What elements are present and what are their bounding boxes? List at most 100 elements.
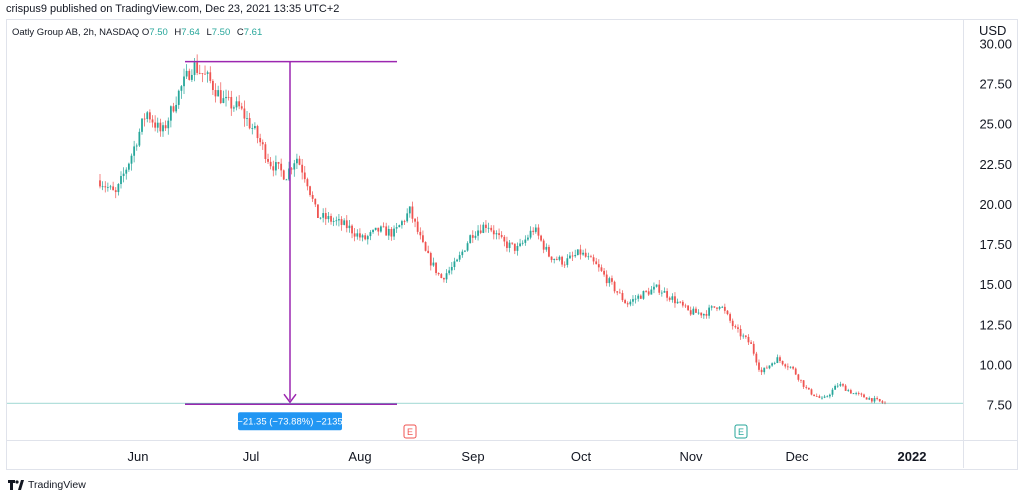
candle-body — [713, 306, 716, 308]
candle-body — [582, 252, 584, 255]
candle-body — [490, 227, 493, 231]
candle-body — [495, 233, 498, 235]
candle-body — [293, 163, 296, 170]
candle-body — [403, 221, 406, 222]
candle-body — [154, 122, 157, 128]
candle-body — [309, 186, 311, 195]
currency-label[interactable]: USD — [976, 23, 1010, 38]
legend-high-label: H — [174, 27, 182, 38]
candle-body — [366, 236, 369, 240]
candle-body — [406, 213, 409, 222]
candle-body — [849, 390, 852, 394]
earnings-marker — [734, 424, 748, 439]
candle-body — [175, 104, 178, 112]
candle-body — [311, 194, 314, 199]
candle-body — [548, 246, 550, 257]
candle-body — [513, 243, 516, 251]
candle-body — [303, 172, 306, 180]
candle-body — [356, 233, 359, 237]
candle-body — [558, 256, 561, 260]
candle-body — [503, 236, 506, 242]
candle-body — [794, 368, 797, 375]
candle-body — [865, 397, 868, 400]
candle-body — [653, 286, 655, 290]
candle-body — [553, 258, 556, 260]
candle-body — [542, 240, 545, 250]
candle-body — [873, 398, 876, 402]
candle-body — [211, 80, 214, 90]
candle-body — [188, 70, 191, 80]
candle-body — [440, 274, 443, 278]
candle-body — [639, 295, 642, 299]
measure-arrow-icon — [283, 393, 297, 404]
candle-body — [246, 118, 248, 119]
y-tick-label: 10.00 — [979, 357, 1012, 372]
candle-body — [120, 176, 122, 185]
candle-body — [498, 233, 500, 236]
legend-open-value: 7.50 — [149, 27, 168, 38]
x-tick-label: Nov — [679, 449, 703, 464]
candle-body — [613, 281, 616, 292]
candle-body — [393, 228, 395, 237]
earnings-marker-label: E — [738, 427, 744, 437]
candle-body — [779, 357, 781, 361]
legend-open-label: O — [141, 27, 150, 38]
candle-body — [839, 384, 842, 386]
measure-label: −21.35 (−73.88%) −2135 — [237, 417, 342, 428]
candle-body — [193, 62, 196, 75]
y-tick-label: 7.50 — [987, 398, 1012, 413]
candle-body — [855, 393, 858, 394]
candle-body — [655, 284, 658, 287]
candle-body — [821, 397, 823, 399]
earnings-marker-label: E — [407, 427, 413, 437]
candle-body — [608, 278, 611, 284]
candle-body — [637, 295, 640, 299]
candle-body — [681, 301, 684, 306]
candle-body — [744, 335, 747, 337]
candle-body — [306, 179, 309, 187]
candle-body — [340, 219, 343, 225]
candle-body — [148, 112, 151, 120]
candle-body — [511, 242, 514, 244]
chart-frame — [6, 19, 1018, 470]
candle-body — [125, 169, 128, 174]
price-axis-layer: 30.00 27.50 25.00 22.50 20.00 17.50 15.00 12.50… — [7, 37, 1012, 413]
candle-body — [666, 291, 668, 298]
candle-body — [385, 226, 388, 236]
candle-body — [112, 186, 115, 191]
candle-body — [534, 227, 537, 232]
candle-body — [668, 297, 671, 300]
candle-body — [172, 106, 175, 112]
candle-body — [217, 90, 220, 97]
candle-body — [106, 187, 109, 189]
candle-body — [831, 389, 834, 395]
candle-body — [492, 230, 495, 235]
candle-body — [584, 252, 587, 257]
candle-body — [177, 90, 180, 105]
candle-body — [781, 360, 784, 365]
candle-body — [101, 186, 104, 188]
candle-body — [807, 387, 810, 390]
ohlc-legend: Oatly Group AB, 2h, NASDAQ O7.50 H7.64 L… — [12, 27, 266, 38]
candle-body — [500, 235, 503, 237]
candle-body — [852, 393, 855, 395]
candle-body — [253, 126, 256, 129]
candle-body — [264, 144, 267, 160]
candle-body — [718, 306, 721, 309]
candle-body — [521, 242, 524, 244]
candle-body — [458, 255, 461, 260]
candle-body — [569, 255, 571, 259]
x-tick-label: 2022 — [898, 449, 927, 464]
candle-body — [450, 267, 453, 271]
candle-body — [222, 98, 225, 103]
candle-body — [432, 262, 435, 266]
candle-body — [345, 220, 348, 229]
candle-body — [660, 292, 663, 294]
candle-body — [330, 216, 332, 222]
candle-body — [574, 254, 577, 257]
candle-body — [435, 262, 437, 273]
candle-body — [261, 142, 264, 145]
legend-high-value: 7.64 — [181, 27, 200, 38]
